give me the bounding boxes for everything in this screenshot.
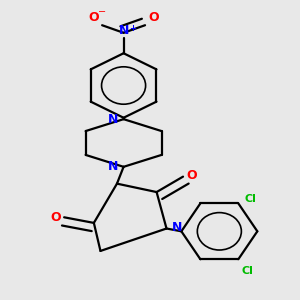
- Text: +: +: [129, 24, 136, 33]
- Text: O: O: [148, 11, 159, 24]
- Text: N: N: [172, 220, 182, 234]
- Text: −: −: [98, 7, 106, 17]
- Text: N: N: [108, 113, 118, 126]
- Text: Cl: Cl: [242, 266, 254, 276]
- Text: N: N: [118, 24, 129, 37]
- Text: O: O: [88, 11, 99, 24]
- Text: N: N: [108, 160, 118, 173]
- Text: Cl: Cl: [245, 194, 257, 204]
- Text: O: O: [50, 211, 61, 224]
- Text: O: O: [186, 169, 197, 182]
